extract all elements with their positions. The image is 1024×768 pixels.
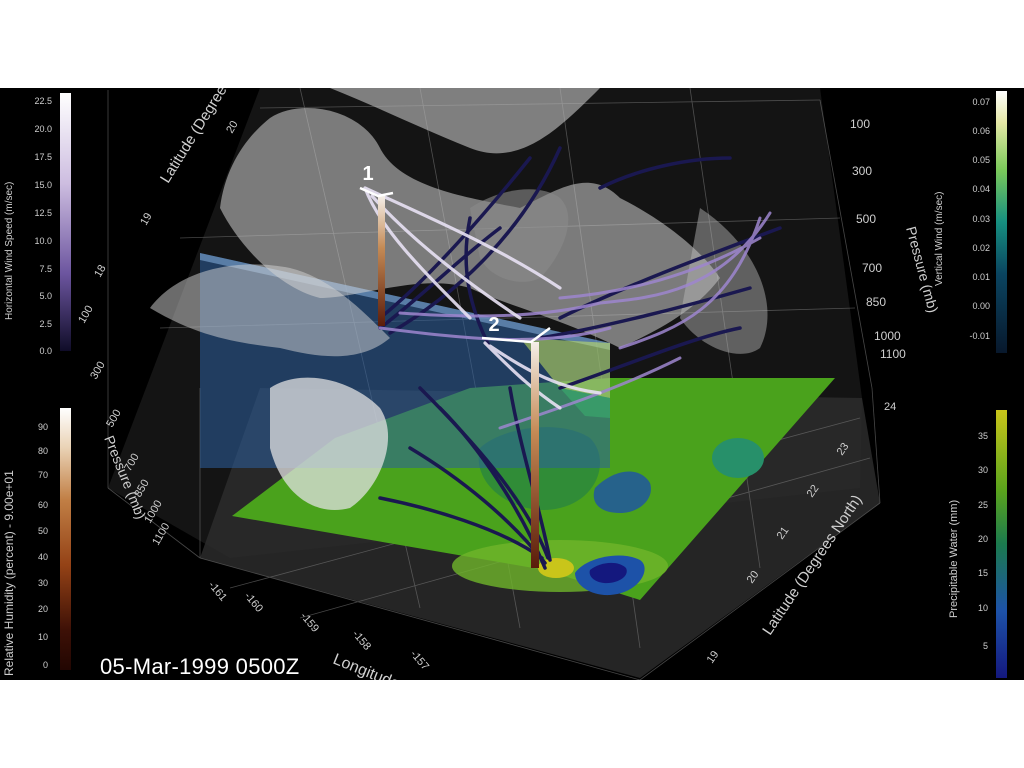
latitude-top-tick: 100	[76, 304, 96, 326]
colorbar-tick: 0.03	[972, 214, 990, 224]
colorbar-tick: 7.5	[39, 264, 52, 274]
colorbar-tick: 15.0	[34, 180, 52, 190]
longitude-tick: -160	[242, 590, 265, 615]
colorbar-tick: 40	[38, 552, 48, 562]
pressure-tick: 700	[862, 261, 882, 275]
colorbar-tick: 30	[38, 578, 48, 588]
latitude-tick: 24	[884, 401, 896, 413]
colorbar-tick: 70	[38, 470, 48, 480]
colorbar-tick: 0.05	[972, 155, 990, 165]
colorbar-swatch	[996, 410, 1007, 678]
colorbar-swatch	[60, 408, 71, 670]
colorbar-tick: 0	[43, 660, 48, 670]
sounding-poles: 1 2	[359, 163, 551, 568]
colorbar-label: Horizontal Wind Speed (m/sec)	[4, 182, 15, 320]
latitude-tick: 20	[745, 569, 762, 586]
colorbar-tick: 22.5	[34, 96, 52, 106]
colorbar-swatch	[996, 91, 1007, 353]
colorbar-tick: 17.5	[34, 152, 52, 162]
latitude-top-tick: 18	[92, 263, 109, 280]
colorbar-tick: 60	[38, 500, 48, 510]
pressure-tick: 500	[856, 212, 876, 226]
colorbar-tick: 0.04	[972, 184, 990, 194]
colorbar-tick: 10	[38, 632, 48, 642]
timestamp-label: 05-Mar-1999 0500Z	[100, 654, 300, 679]
colorbar-tick: 80	[38, 446, 48, 456]
colorbar-tick: 0.02	[972, 243, 990, 253]
colorbar-vertical-wind: 0.07 0.06 0.05 0.04 0.03 0.02 0.01 0.00 …	[934, 91, 1007, 353]
pressure-tick: 300	[852, 164, 872, 178]
colorbar-label: Vertical Wind (m/sec)	[934, 192, 945, 286]
colorbar-swatch	[60, 93, 71, 351]
colorbar-tick: 35	[978, 431, 988, 441]
colorbar-tick: 0.00	[972, 301, 990, 311]
colorbar-horizontal-wind: 22.5 20.0 17.5 15.0 12.5 10.0 7.5 5.0 2.…	[4, 93, 71, 356]
colorbar-tick: 2.5	[39, 319, 52, 329]
colorbar-tick: 5	[983, 641, 988, 651]
longitude-tick: -158	[350, 628, 373, 653]
colorbar-label: Precipitable Water (mm)	[948, 500, 960, 618]
latitude-top-tick: 20	[224, 119, 241, 136]
pressure-tick: 500	[104, 408, 124, 430]
pressure-tick: 300	[88, 360, 108, 382]
pressure-tick: 1000	[874, 329, 901, 343]
colorbar-tick: 90	[38, 422, 48, 432]
colorbar-tick: 10	[978, 603, 988, 613]
pressure-tick: 1100	[880, 347, 906, 361]
marker-2: 2	[488, 314, 499, 336]
colorbar-tick: 0.01	[972, 272, 990, 282]
colorbar-tick: 20	[38, 604, 48, 614]
colorbar-tick: 20	[978, 534, 988, 544]
visualization-canvas: 1 2 -161 -160 -159 -158 -157 Longitude (…	[0, 88, 1024, 680]
latitude-tick: 23	[835, 441, 852, 458]
pressure-axis-right: 100 300 500 700 850 1000 1100 Pressure (…	[850, 117, 942, 361]
colorbar-precipitable-water: 35 30 25 20 15 10 5 Precipitable Water (…	[948, 410, 1007, 678]
latitude-tick: 22	[805, 483, 822, 500]
longitude-tick: -161	[206, 579, 229, 604]
colorbar-tick: 0.0	[39, 346, 52, 356]
colorbar-relative-humidity: 90 80 70 60 50 40 30 20 10 0 Relative Hu…	[2, 408, 71, 676]
pressure-tick: 850	[866, 295, 886, 309]
marker-1: 1	[362, 163, 373, 185]
colorbar-tick: 10.0	[34, 236, 52, 246]
colorbar-tick: 15	[978, 568, 988, 578]
colorbar-tick: 30	[978, 465, 988, 475]
colorbar-tick: 25	[978, 500, 988, 510]
colorbar-tick: 20.0	[34, 124, 52, 134]
colorbar-tick: 0.06	[972, 126, 990, 136]
latitude-tick: 19	[705, 649, 722, 666]
sounding-pole-1	[378, 196, 385, 326]
latitude-top-title: Latitude (Degrees	[157, 88, 235, 186]
pressure-tick: 100	[850, 117, 870, 131]
colorbar-tick: 0.07	[972, 97, 990, 107]
sounding-pole-2	[531, 342, 539, 568]
longitude-tick: -159	[298, 610, 321, 635]
colorbar-label: Relative Humidity (percent) - 9.00e+01	[2, 470, 16, 676]
colorbar-tick: 50	[38, 526, 48, 536]
wind-trajectories	[363, 146, 782, 570]
latitude-top-tick: 19	[138, 211, 155, 228]
latitude-tick: 21	[775, 525, 792, 542]
longitude-tick: -157	[408, 648, 431, 673]
colorbar-tick: -0.01	[969, 331, 990, 341]
colorbar-tick: 12.5	[34, 208, 52, 218]
colorbar-tick: 5.0	[39, 291, 52, 301]
